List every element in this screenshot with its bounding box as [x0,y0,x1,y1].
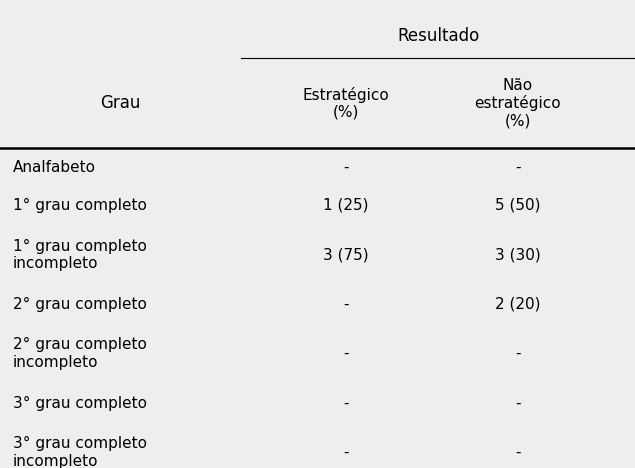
Text: Resultado: Resultado [397,27,479,45]
Text: Não
estratégico
(%): Não estratégico (%) [474,78,561,129]
Text: 1° grau completo: 1° grau completo [13,198,147,213]
Text: 2 (20): 2 (20) [495,297,540,312]
Text: -: - [344,395,349,410]
Text: 3 (30): 3 (30) [495,248,540,263]
Text: 5 (50): 5 (50) [495,198,540,213]
Text: Estratégico
(%): Estratégico (%) [303,87,389,120]
Text: Analfabeto: Analfabeto [13,160,96,175]
Text: 3° grau completo: 3° grau completo [13,395,147,410]
Text: 2° grau completo
incompleto: 2° grau completo incompleto [13,337,147,370]
Text: -: - [344,445,349,460]
Text: -: - [515,395,520,410]
Text: -: - [344,160,349,175]
Text: -: - [515,445,520,460]
Text: 1 (25): 1 (25) [323,198,369,213]
Text: 2° grau completo: 2° grau completo [13,297,147,312]
Text: -: - [515,346,520,361]
Text: 3° grau completo
incompleto: 3° grau completo incompleto [13,436,147,468]
Text: 3 (75): 3 (75) [323,248,369,263]
Text: -: - [344,346,349,361]
Text: Grau: Grau [100,94,141,112]
Text: -: - [344,297,349,312]
Text: 1° grau completo
incompleto: 1° grau completo incompleto [13,239,147,271]
Text: -: - [515,160,520,175]
